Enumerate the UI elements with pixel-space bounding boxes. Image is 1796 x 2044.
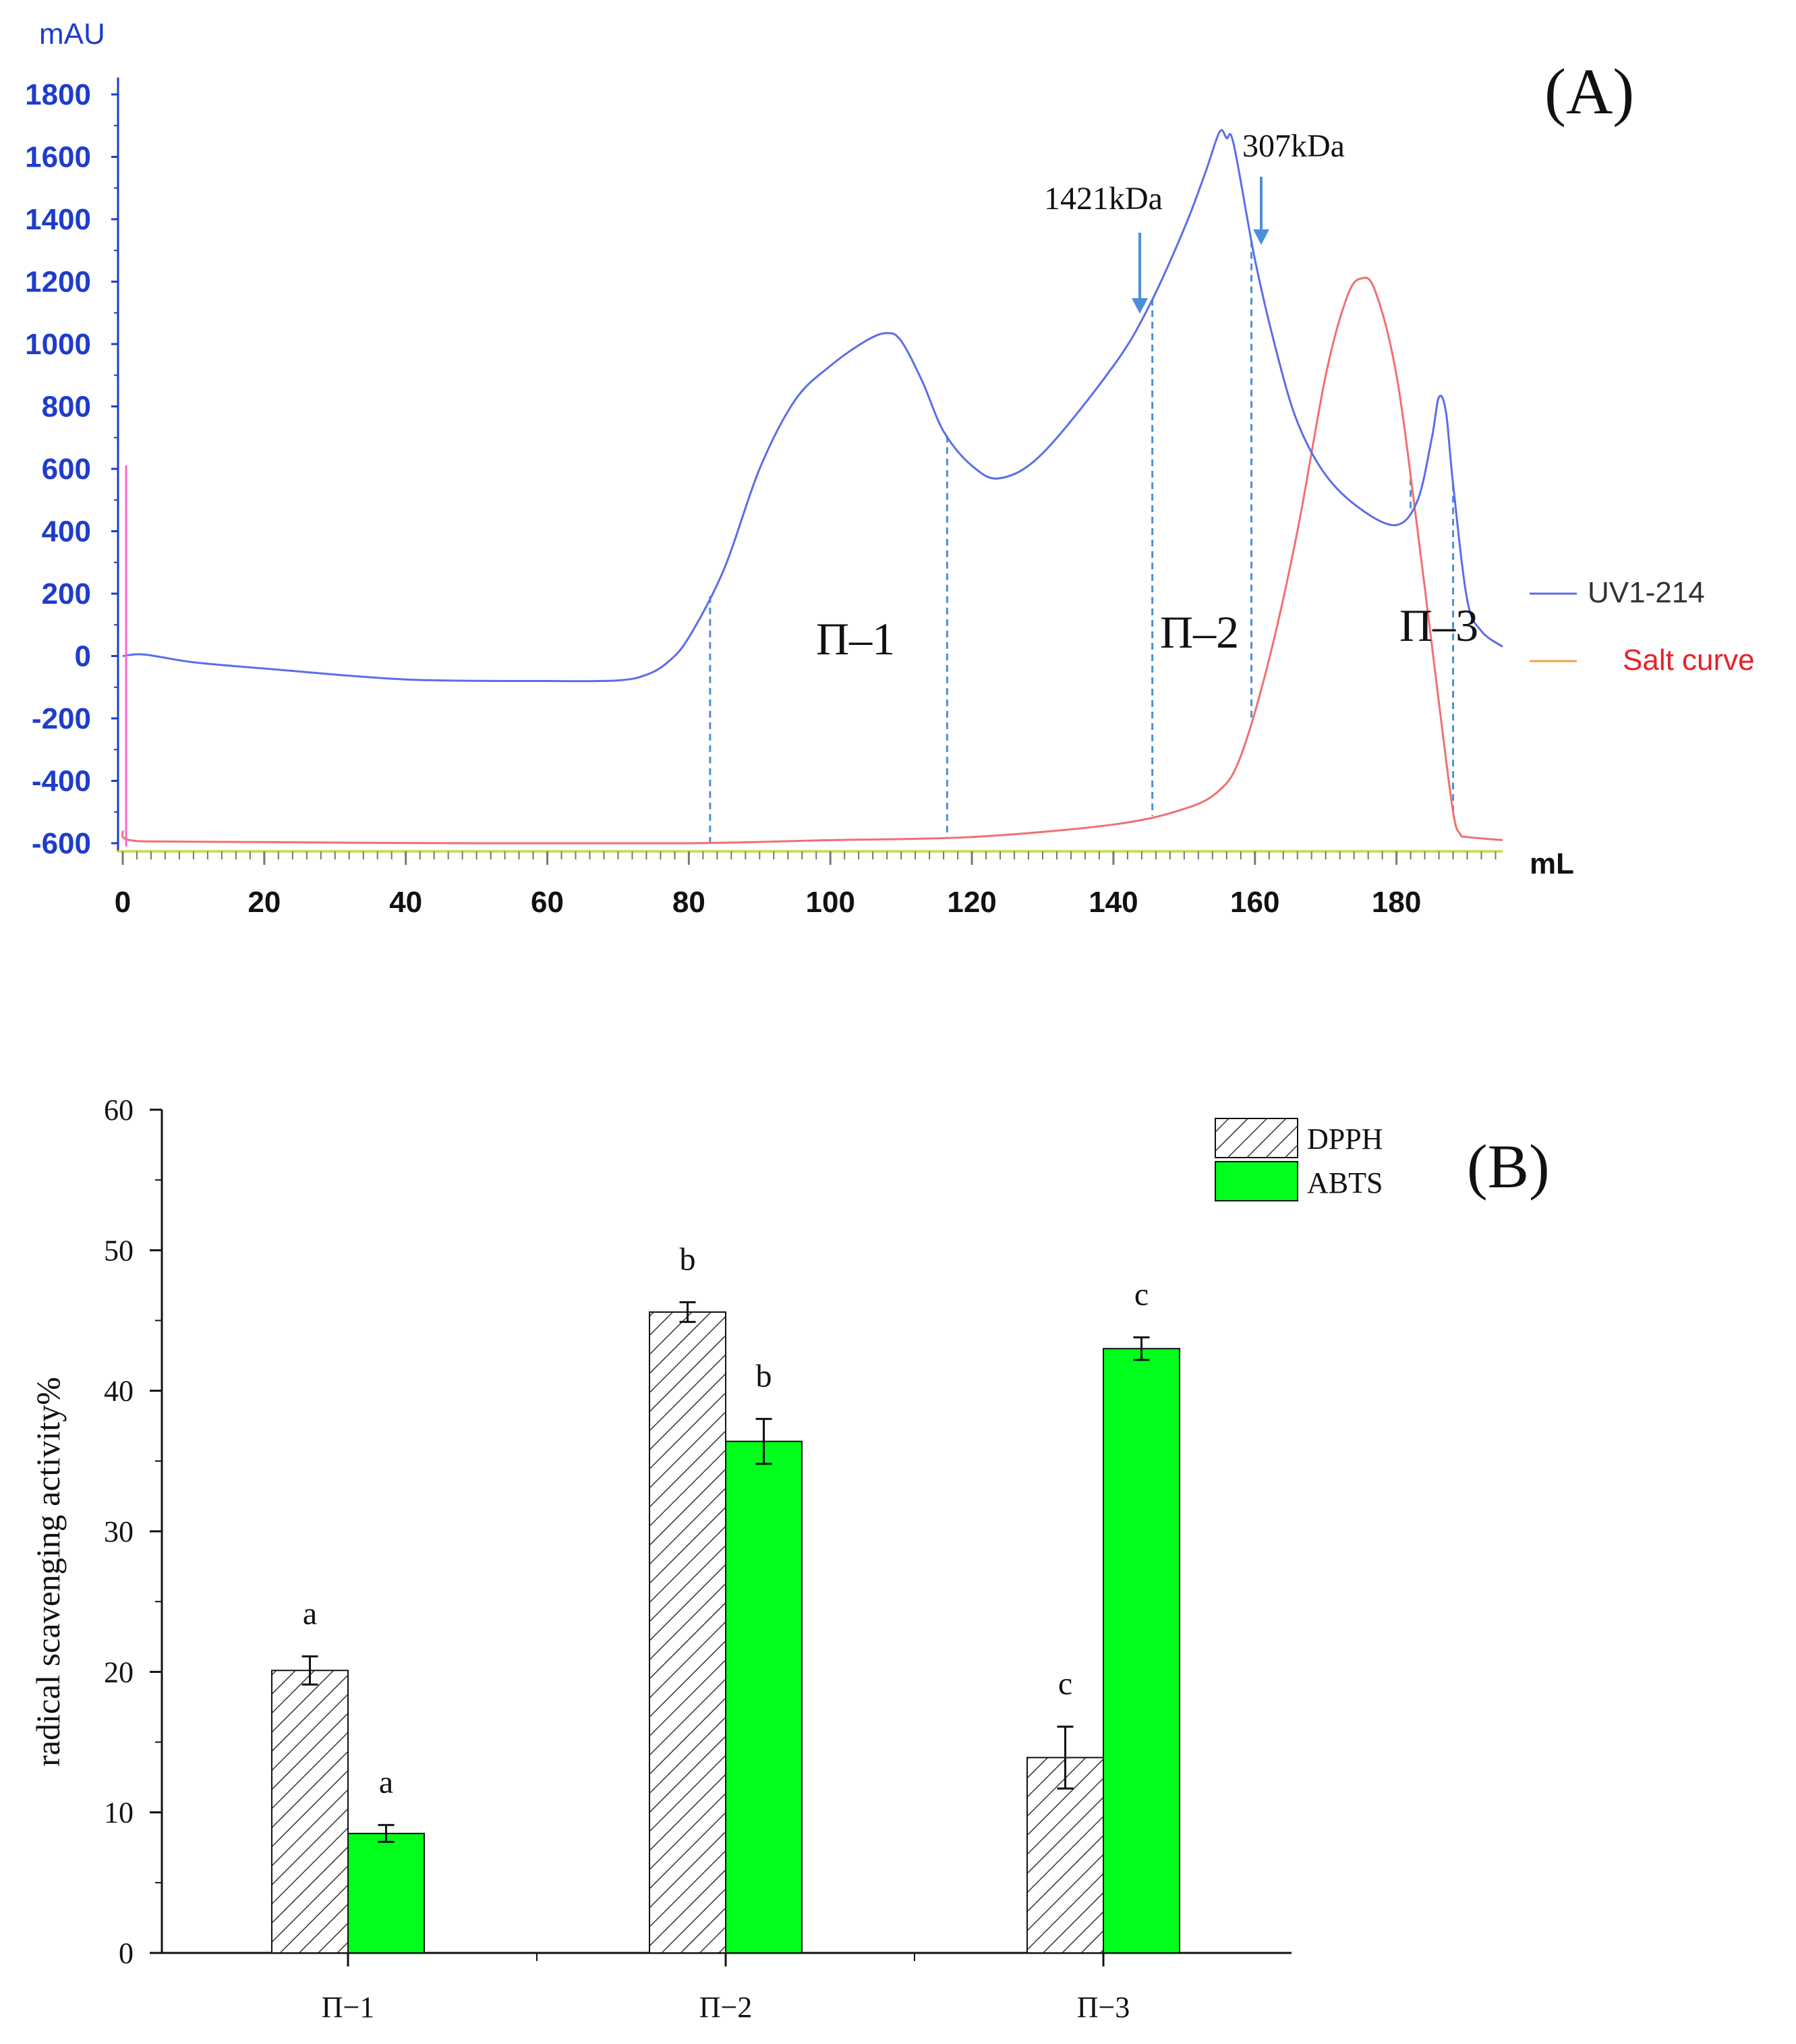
panel-a-x-tick-label: 60: [531, 886, 564, 919]
panel-a-y-tick-label: -200: [32, 702, 91, 735]
panel-a-y-tick-label: 200: [42, 577, 91, 611]
panel-a-x-tick-label: 80: [672, 886, 705, 919]
significance-letter: b: [680, 1241, 696, 1277]
panel-b-y-tick-label: 30: [104, 1515, 134, 1548]
annotation-307kda: 307kDa: [1242, 128, 1345, 245]
significance-letter: c: [1058, 1666, 1072, 1702]
arrow-down-icon: [1132, 298, 1148, 314]
dpph-bar: [271, 1670, 349, 1954]
abts-bar: [725, 1440, 803, 1954]
panel-b-y-axis-label: radical scavenging activity%: [29, 1377, 67, 1767]
panel-a-y-tick-label: 1200: [25, 266, 91, 299]
dpph-bar: [1026, 1757, 1104, 1954]
fraction-label-3: Π–3: [1399, 600, 1478, 651]
panel-a-y-tick-label: 1800: [25, 78, 91, 111]
uv1-214-line: [122, 129, 1503, 683]
legend-dpph-swatch: [1215, 1118, 1298, 1158]
panel-a-y-tick-label: -600: [32, 827, 91, 860]
arrow-down-icon: [1253, 229, 1269, 245]
annotation-307kda-label: 307kDa: [1242, 128, 1345, 164]
abts-bar: [347, 1832, 425, 1954]
panel-a-x-tick-label: 160: [1230, 886, 1279, 919]
panel-b-label: (B): [1467, 1132, 1550, 1201]
legend-abts-swatch: [1215, 1161, 1298, 1201]
panel-b-bar-chart: (B) radical scavenging activity% 0 10 20 30…: [29, 1094, 1550, 2024]
panel-a-label: (A): [1544, 55, 1634, 127]
dpph-bar: [649, 1311, 726, 1954]
legend-abts-label: ABTS: [1307, 1166, 1383, 1199]
panel-b-y-tick-label: 10: [104, 1796, 134, 1829]
legend-dpph-label: DPPH: [1307, 1123, 1383, 1156]
panel-b-y-tick-label: 40: [104, 1375, 134, 1408]
panel-a-x-tick-label: 100: [806, 886, 855, 919]
panel-a-y-axis-label: mAU: [39, 18, 105, 51]
legend-salt-label: Salt curve: [1623, 644, 1755, 677]
legend-uv-label: UV1-214: [1588, 576, 1705, 609]
panel-a-y-tick-label: 800: [42, 391, 91, 424]
panel-a-y-tick-label: 600: [42, 453, 91, 486]
panel-a-x-tick-label: 140: [1089, 886, 1138, 919]
abts-bar: [1103, 1348, 1180, 1954]
panel-b-y-tick-label: 50: [104, 1234, 134, 1267]
panel-a-y-tick-label: 400: [42, 515, 91, 548]
panel-a-y-tick-label: 0: [75, 640, 91, 673]
annotation-1421kda: 1421kDa: [1044, 181, 1163, 314]
panel-a-y-tick-label: 1400: [25, 203, 91, 236]
panel-b-x-tick-label: Π−3: [1077, 1991, 1130, 2024]
annotation-1421kda-label: 1421kDa: [1044, 181, 1163, 217]
panel-b-y-tick-label: 60: [104, 1094, 134, 1127]
panel-a-y-tick-label: 1000: [25, 328, 91, 361]
panel-a-x-tick-label: 180: [1372, 886, 1421, 919]
significance-letter: c: [1134, 1277, 1149, 1313]
panel-a-y-tick-label: -400: [32, 765, 91, 798]
panel-a-x-tick-label: 40: [389, 886, 422, 919]
panel-a-x-tick-label: 20: [248, 886, 281, 919]
fraction-label-1: Π–1: [816, 613, 895, 664]
panel-b-x-tick-label: Π−1: [322, 1991, 375, 2024]
panel-a-x-tick-label: 120: [947, 886, 996, 919]
panel-b-x-tick-label: Π−2: [699, 1991, 753, 2024]
panel-b-y-tick-label: 0: [119, 1937, 134, 1970]
panel-a-legend: UV1-214 Salt curve: [1530, 576, 1755, 677]
salt-curve-line: [121, 277, 1503, 845]
panel-b-y-tick-label: 20: [104, 1655, 134, 1688]
panel-a-x-tick-label: 0: [115, 886, 131, 919]
panel-a-chromatogram: (A) mAU mL 18001600140012001000800600400…: [25, 18, 1755, 919]
significance-letter: b: [756, 1358, 772, 1394]
significance-letter: a: [303, 1595, 317, 1631]
panel-a-x-axis-label: mL: [1530, 847, 1574, 880]
fraction-label-2: Π–2: [1160, 606, 1239, 658]
panel-a-y-tick-label: 1600: [25, 141, 91, 174]
significance-letter: a: [379, 1764, 393, 1800]
panel-b-legend: DPPH ABTS: [1215, 1118, 1383, 1201]
